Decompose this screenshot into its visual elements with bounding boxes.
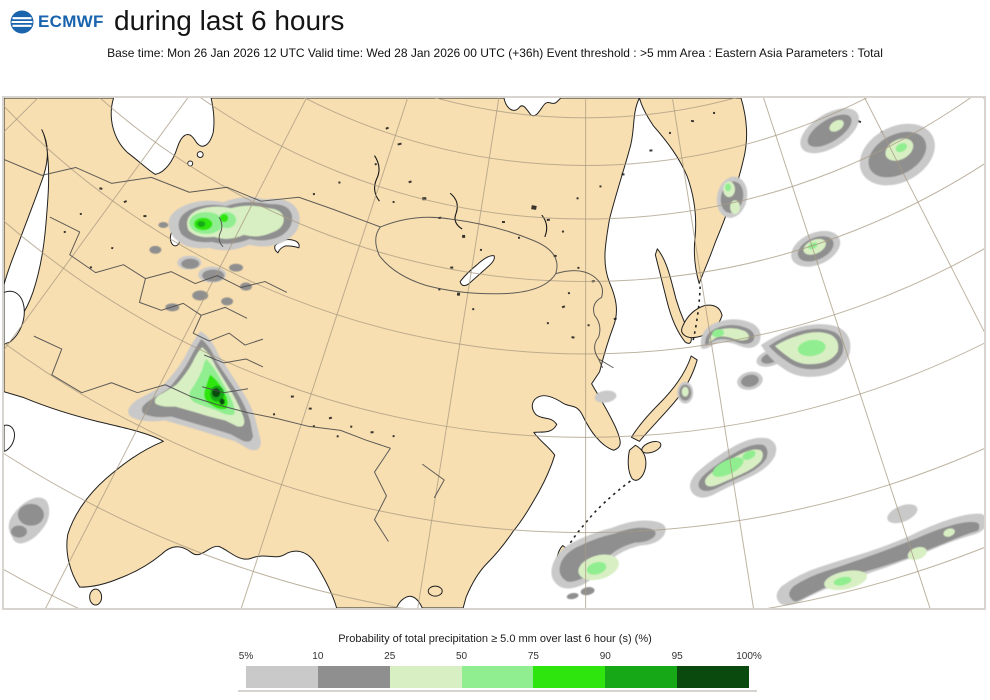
map-svg (4, 98, 984, 608)
kuril-islands-chain (692, 286, 701, 341)
precip-band-southeast-pacific (776, 504, 984, 606)
header: ECMWF during last 6 hours (0, 0, 990, 44)
precip-band-south-of-japan (690, 437, 777, 498)
forecast-metadata-line: Base time: Mon 26 Jan 2026 12 UTC Valid … (107, 46, 883, 60)
graticule (4, 98, 984, 608)
ecmwf-logo: ECMWF (10, 10, 104, 34)
legend-color-segment (605, 666, 678, 688)
hainan-island (427, 585, 443, 597)
map-panel (2, 96, 986, 610)
legend-color-segment (317, 666, 390, 688)
sri-lanka-island (89, 588, 103, 606)
ecmwf-logo-icon (10, 10, 34, 34)
precip-blob-east-of-japan (760, 324, 851, 377)
caspian-south-lobe (4, 290, 25, 345)
legend-tick-label: 95 (671, 651, 683, 662)
precip-smudge-yellow-sea (594, 390, 617, 403)
legend-tick-label: 25 (384, 651, 396, 662)
legend-title: Probability of total precipitation ≥ 5.0… (338, 633, 652, 645)
precip-blob-bering-west (800, 108, 859, 154)
precip-smudge-offshore-honshu (737, 371, 763, 390)
sakhalin-island (654, 248, 692, 344)
legend-bar (246, 666, 750, 688)
ecmwf-logo-text: ECMWF (38, 12, 104, 31)
legend-baseline (238, 690, 757, 692)
legend-color-segment (246, 666, 318, 688)
precip-blob-north-kazakhstan (168, 197, 300, 251)
precip-blob-sea-of-japan-coast (677, 381, 694, 404)
legend-color-segment (389, 666, 462, 688)
precip-blob-kamchatka-coast (716, 176, 748, 218)
precip-blob-east-of-taiwan (551, 520, 666, 600)
lake-ladoga (196, 151, 204, 159)
precip-blob-bering-east (859, 123, 935, 186)
kyushu-island (627, 444, 647, 481)
page-title: during last 6 hours (114, 5, 345, 36)
legend-tick-labels: 5% 10 25 50 75 90 95 100% (239, 651, 762, 664)
lake-baikal (459, 255, 495, 287)
legend-tick-label: 90 (599, 651, 611, 662)
legend-tick-label: 75 (527, 651, 539, 662)
legend-tick-label: 100% (736, 651, 762, 662)
precip-blob-north-of-honshu (700, 319, 761, 349)
legend-tick-label: 10 (312, 651, 324, 662)
legend-tick-label: 50 (456, 651, 468, 662)
legend-tick-label: 5% (238, 651, 254, 662)
precip-blob-arabian-sea (8, 497, 50, 544)
legend-color-segment (677, 666, 750, 688)
legend-color-segment (461, 666, 534, 688)
ryukyu-islands-chain (568, 480, 631, 546)
country-borders (4, 159, 614, 542)
legend-color-segment (533, 666, 606, 688)
persian-gulf-notch (4, 424, 15, 452)
